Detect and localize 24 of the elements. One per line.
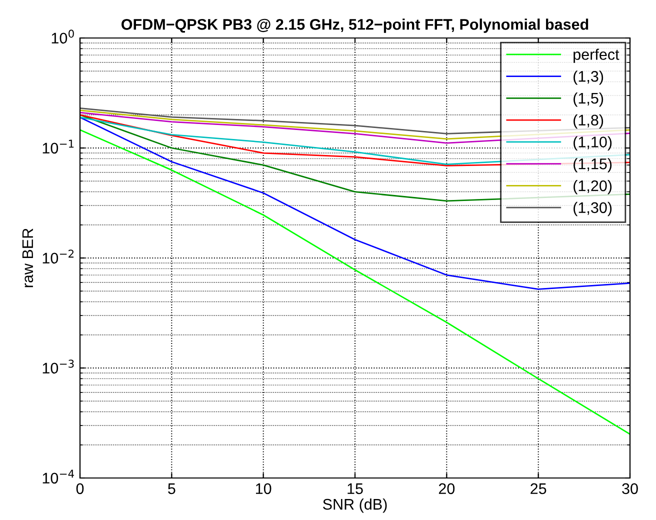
line-series bbox=[80, 129, 630, 435]
legend-label: (1,20) bbox=[574, 180, 612, 194]
legend-label: (1,8) bbox=[574, 114, 604, 129]
legend-label: perfect bbox=[574, 48, 620, 63]
legend-label: (1,3) bbox=[574, 70, 604, 85]
y-tick-label: 10$^{0}$ bbox=[52, 30, 74, 44]
legend-label: (1,30) bbox=[574, 202, 612, 216]
y-tick-label: 10$^{−1}$ bbox=[42, 140, 74, 154]
x-tick-label: 0 bbox=[76, 483, 84, 494]
x-axis-title: SNR (dB) bbox=[323, 498, 387, 513]
x-tick-label: 10 bbox=[256, 483, 272, 494]
x-tick-label: 25 bbox=[530, 483, 546, 494]
legend-label: (1,5) bbox=[574, 92, 604, 107]
y-tick-label: 10$^{−2}$ bbox=[42, 250, 74, 264]
x-tick-label: 20 bbox=[438, 483, 455, 494]
y-tick-label: 10$^{−3}$ bbox=[42, 360, 74, 374]
x-tick-label: 15 bbox=[348, 483, 363, 494]
legend-label: (1,15) bbox=[574, 158, 612, 172]
x-tick-label: 5 bbox=[168, 483, 176, 494]
x-tick-label: 30 bbox=[622, 483, 638, 494]
legend-label: (1,10) bbox=[574, 136, 612, 150]
y-tick-label: 10$^{−4}$ bbox=[42, 470, 74, 484]
chart-title: OFDM−QPSK PB3 @ 2.15 GHz, 512−point FFT, Polynomial based bbox=[122, 18, 588, 33]
y-axis-title: raw BER bbox=[22, 228, 34, 288]
